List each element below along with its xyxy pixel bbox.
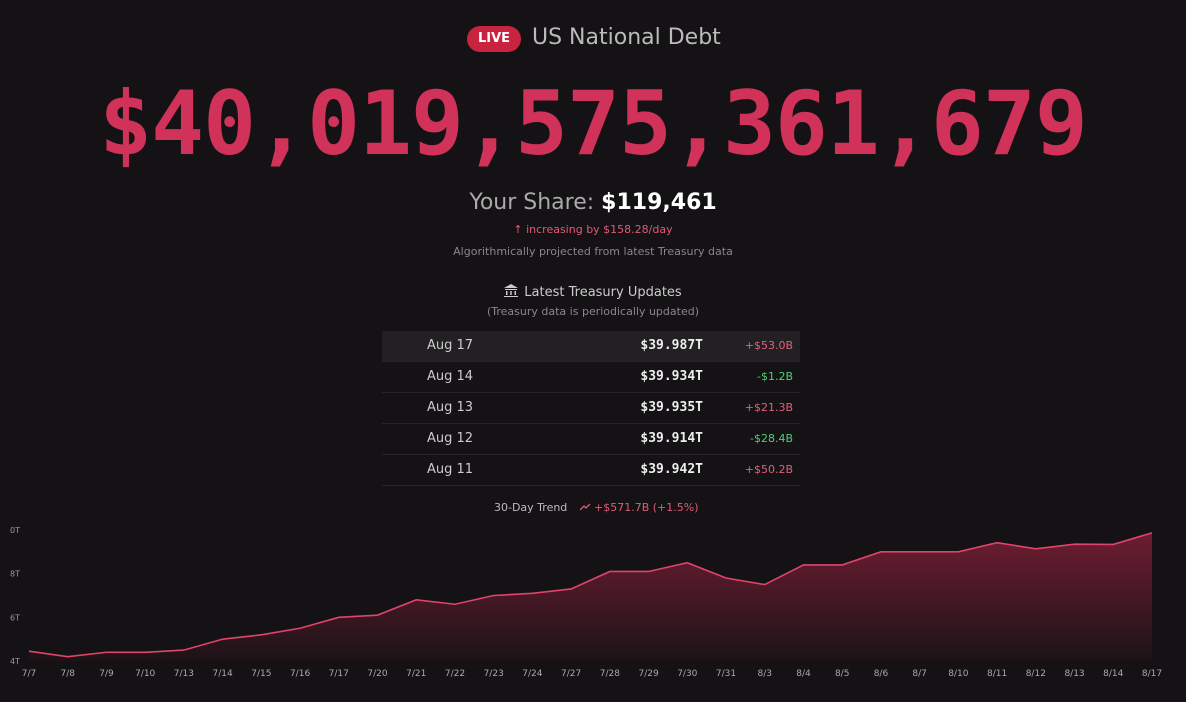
live-badge: LIVE xyxy=(467,26,521,52)
update-row: Aug 11 $39.942T +$50.2B xyxy=(382,455,800,486)
update-date: Aug 17 xyxy=(426,338,474,353)
y-tick-label: 8T xyxy=(10,570,20,579)
page-title: US National Debt xyxy=(532,25,721,50)
bank-icon xyxy=(504,284,519,297)
line xyxy=(28,532,1153,658)
update-value: $39.942T xyxy=(640,462,703,477)
x-tick-label: 7/21 xyxy=(406,669,426,679)
x-tick-label: 7/7 xyxy=(22,669,36,679)
x-tick-label: 7/23 xyxy=(484,669,504,679)
trend-amount: +$571.7B (+1.5%) xyxy=(594,501,699,514)
x-tick-label: 7/14 xyxy=(213,669,233,679)
x-tick-label: 8/17 xyxy=(1142,669,1162,679)
update-row: Aug 12 $39.914T -$28.4B xyxy=(382,424,800,455)
x-tick-label: 7/10 xyxy=(135,669,155,679)
x-tick-label: 8/6 xyxy=(874,669,889,679)
update-value: $39.914T xyxy=(640,431,703,446)
x-tick-label: 8/4 xyxy=(796,669,811,679)
update-row: Aug 13 $39.935T +$21.3B xyxy=(382,393,800,424)
x-tick-label: 7/8 xyxy=(60,669,75,679)
share: Your Share: $119,461 xyxy=(0,190,1186,215)
x-tick-label: 8/7 xyxy=(912,669,926,679)
x-tick-label: 8/3 xyxy=(758,669,772,679)
update-date: Aug 13 xyxy=(426,400,474,415)
trend-label: 30-Day Trend xyxy=(494,501,568,514)
x-tick-label: 7/13 xyxy=(174,669,194,679)
update-value: $39.934T xyxy=(640,369,703,384)
x-tick-label: 8/11 xyxy=(987,669,1007,679)
y-tick-label: 0T xyxy=(10,526,20,535)
update-date: Aug 14 xyxy=(426,369,474,384)
debt-counter: $40,019,575,361,679 xyxy=(99,72,1088,175)
x-tick-label: 7/29 xyxy=(638,669,658,679)
x-tick-label: 7/17 xyxy=(329,669,349,679)
x-tick-label: 7/20 xyxy=(367,669,387,679)
x-tick-label: 7/27 xyxy=(561,669,581,679)
updates-subtitle: (Treasury data is periodically updated) xyxy=(486,305,699,318)
x-tick-label: 8/13 xyxy=(1064,669,1084,679)
x-tick-label: 7/24 xyxy=(522,669,542,679)
x-tick-label: 8/5 xyxy=(835,669,849,679)
x-tick-label: 7/31 xyxy=(716,669,736,679)
x-tick-label: 8/14 xyxy=(1103,669,1123,679)
update-change: +$53.0B xyxy=(744,339,793,352)
x-tick-label: 7/9 xyxy=(99,669,114,679)
update-value: $39.987T xyxy=(640,338,703,353)
update-change: -$1.2B xyxy=(756,370,793,383)
update-row: Aug 14 $39.934T -$1.2B xyxy=(382,362,800,393)
rate: ↑ increasing by $158.28/day xyxy=(513,223,673,236)
area xyxy=(29,532,1152,661)
update-date: Aug 12 xyxy=(426,431,474,446)
x-tick-label: 7/28 xyxy=(600,669,620,679)
x-tick-label: 7/22 xyxy=(445,669,465,679)
x-tick-label: 7/15 xyxy=(251,669,271,679)
note: Algorithmically projected from latest Tr… xyxy=(453,245,733,258)
x-tick-label: 7/16 xyxy=(290,669,310,679)
update-value: $39.935T xyxy=(640,400,703,415)
y-tick-label: 4T xyxy=(10,657,20,666)
y-tick-label: 6T xyxy=(10,613,20,622)
x-tick-label: 8/10 xyxy=(948,669,968,679)
x-tick-label: 7/30 xyxy=(677,669,697,679)
share-value: $119,461 xyxy=(601,190,717,215)
trend-value: +$571.7B (+1.5%) xyxy=(579,501,699,514)
x-tick-label: 8/12 xyxy=(1026,669,1046,679)
update-change: +$50.2B xyxy=(744,463,793,476)
updates-title-text: Latest Treasury Updates xyxy=(524,285,682,300)
update-row: Aug 17 $39.987T +$53.0B xyxy=(382,331,800,362)
trend-icon xyxy=(579,503,591,511)
share-label: Your Share: xyxy=(469,190,595,215)
update-change: +$21.3B xyxy=(744,401,793,414)
update-change: -$28.4B xyxy=(749,432,793,445)
update-date: Aug 11 xyxy=(426,462,474,477)
updates-title: Latest Treasury Updates xyxy=(0,284,1186,300)
